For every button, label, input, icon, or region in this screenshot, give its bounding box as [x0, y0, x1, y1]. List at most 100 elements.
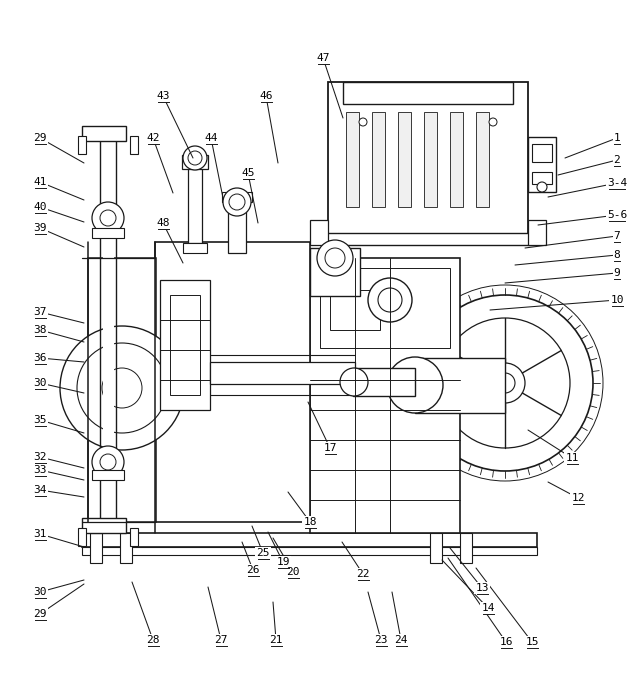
Text: 7: 7 — [613, 231, 620, 241]
Circle shape — [378, 288, 402, 312]
Bar — [160, 280, 210, 410]
Text: 36: 36 — [33, 353, 47, 363]
Text: 48: 48 — [156, 218, 170, 228]
Circle shape — [368, 278, 412, 322]
Text: 40: 40 — [33, 202, 47, 212]
Text: 18: 18 — [303, 517, 317, 527]
Text: 29: 29 — [33, 133, 47, 143]
Bar — [210, 362, 355, 384]
Text: 41: 41 — [33, 177, 47, 187]
Text: 35: 35 — [33, 415, 47, 425]
Bar — [155, 242, 310, 522]
Bar — [170, 295, 200, 395]
Bar — [353, 368, 415, 396]
Bar — [82, 518, 126, 533]
Text: 24: 24 — [394, 635, 408, 645]
Bar — [82, 126, 126, 141]
Text: 17: 17 — [323, 443, 337, 453]
Circle shape — [229, 194, 245, 210]
Text: 26: 26 — [246, 565, 260, 575]
Text: 33: 33 — [33, 465, 47, 475]
Text: 1: 1 — [613, 133, 620, 143]
Text: 27: 27 — [214, 635, 228, 645]
Circle shape — [77, 343, 167, 433]
Bar — [415, 358, 505, 413]
Text: 30: 30 — [33, 587, 47, 597]
Bar — [450, 112, 463, 207]
Text: 28: 28 — [146, 635, 160, 645]
Bar — [424, 112, 437, 207]
Text: 45: 45 — [241, 168, 254, 178]
Bar — [222, 192, 252, 202]
Text: 2: 2 — [613, 155, 620, 165]
Text: 30: 30 — [33, 378, 47, 388]
Text: 31: 31 — [33, 529, 47, 539]
Bar — [120, 533, 132, 563]
Circle shape — [183, 146, 207, 170]
Circle shape — [325, 248, 345, 268]
Bar — [310, 248, 360, 296]
Circle shape — [417, 295, 593, 471]
Bar — [78, 136, 86, 154]
Text: 47: 47 — [316, 53, 329, 63]
Circle shape — [387, 357, 443, 413]
Text: 13: 13 — [475, 583, 488, 593]
Text: 10: 10 — [610, 295, 624, 305]
Text: 23: 23 — [374, 635, 388, 645]
Bar — [78, 528, 86, 546]
Bar — [532, 144, 552, 162]
Bar — [343, 82, 513, 104]
Bar — [320, 233, 536, 245]
Circle shape — [489, 118, 497, 126]
Bar — [82, 533, 537, 547]
Circle shape — [317, 240, 353, 276]
Text: 34: 34 — [33, 485, 47, 495]
Circle shape — [92, 446, 124, 478]
Bar — [92, 228, 124, 238]
Text: 29: 29 — [33, 609, 47, 619]
Bar — [310, 258, 460, 533]
Text: 37: 37 — [33, 307, 47, 317]
Circle shape — [495, 373, 515, 393]
Bar — [228, 198, 246, 253]
Text: 20: 20 — [287, 567, 300, 577]
Bar — [430, 533, 442, 563]
Bar — [460, 533, 472, 563]
Circle shape — [537, 182, 547, 192]
Circle shape — [188, 151, 202, 165]
Text: 3-4: 3-4 — [607, 178, 627, 188]
Circle shape — [485, 363, 525, 403]
Bar — [330, 290, 380, 330]
Bar — [532, 172, 552, 184]
Bar — [130, 528, 138, 546]
Circle shape — [359, 118, 367, 126]
Circle shape — [440, 318, 570, 448]
Text: 5-6: 5-6 — [607, 210, 627, 220]
Text: 43: 43 — [156, 91, 170, 101]
Bar — [476, 112, 489, 207]
Circle shape — [60, 326, 184, 450]
Bar — [320, 268, 450, 348]
Bar — [372, 112, 385, 207]
Bar — [346, 112, 359, 207]
Text: 14: 14 — [481, 603, 495, 613]
Text: 9: 9 — [613, 268, 620, 278]
Text: 38: 38 — [33, 325, 47, 335]
Circle shape — [100, 454, 116, 470]
Circle shape — [102, 368, 142, 408]
Bar — [90, 533, 102, 563]
Text: 8: 8 — [613, 250, 620, 260]
Bar — [528, 137, 556, 192]
Text: 15: 15 — [525, 637, 538, 647]
Bar — [310, 220, 328, 245]
Text: 16: 16 — [499, 637, 513, 647]
Text: 12: 12 — [571, 493, 585, 503]
Bar — [88, 258, 156, 522]
Circle shape — [100, 210, 116, 226]
Bar — [92, 470, 124, 480]
Text: 22: 22 — [356, 569, 370, 579]
Text: 25: 25 — [256, 548, 270, 558]
Circle shape — [340, 368, 368, 396]
Bar — [188, 165, 202, 243]
Bar — [183, 243, 207, 253]
